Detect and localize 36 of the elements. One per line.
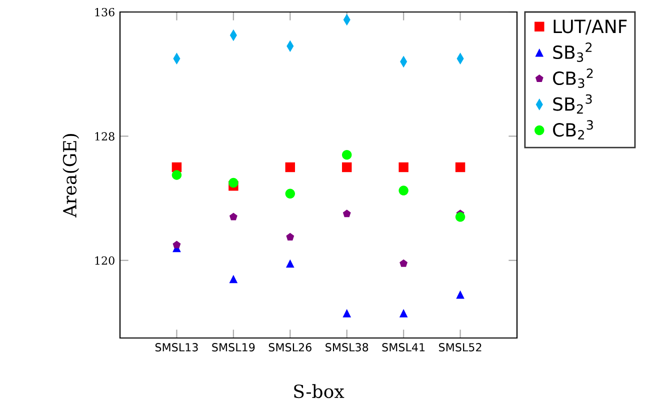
point [398,186,408,196]
point [285,162,296,172]
point [399,308,408,318]
point [228,178,238,188]
point [398,162,408,172]
point [172,240,181,248]
x-tick-label: SMSL13 [155,343,198,352]
x-tick-label: SMSL19 [212,343,255,352]
point [229,274,238,284]
legend-label: CB$_{2}$$^{3}$ [553,120,593,140]
x-tick-label: SMSL26 [268,343,312,352]
legend-label: CB$_{3}$$^{2}$ [553,68,593,88]
point [455,212,466,222]
point [342,150,352,160]
point [400,259,408,267]
y-axis-title: Area(GE) [62,134,80,218]
point [455,162,466,172]
point [342,162,352,172]
legend-label: SB$_{2}$$^{3}$ [553,94,592,114]
point [229,212,238,220]
x-tick-label: SMSL38 [326,343,368,352]
legend-label: LUT/ANF [554,20,627,35]
point [286,259,294,268]
point [342,210,351,218]
point [286,232,294,240]
point [342,308,352,318]
legend-label: SB$_{3}$$^{2}$ [553,42,592,62]
x-axis-title: S-box [294,384,344,398]
x-tick-label: SMSL41 [382,343,425,352]
point [285,188,296,198]
point [456,290,464,299]
x-tick-label: SMSL52 [439,343,482,352]
y-tick-label: 120 [95,256,114,265]
y-tick-label: 136 [95,8,114,16]
point [172,170,182,180]
y-tick-label: 128 [95,132,114,141]
